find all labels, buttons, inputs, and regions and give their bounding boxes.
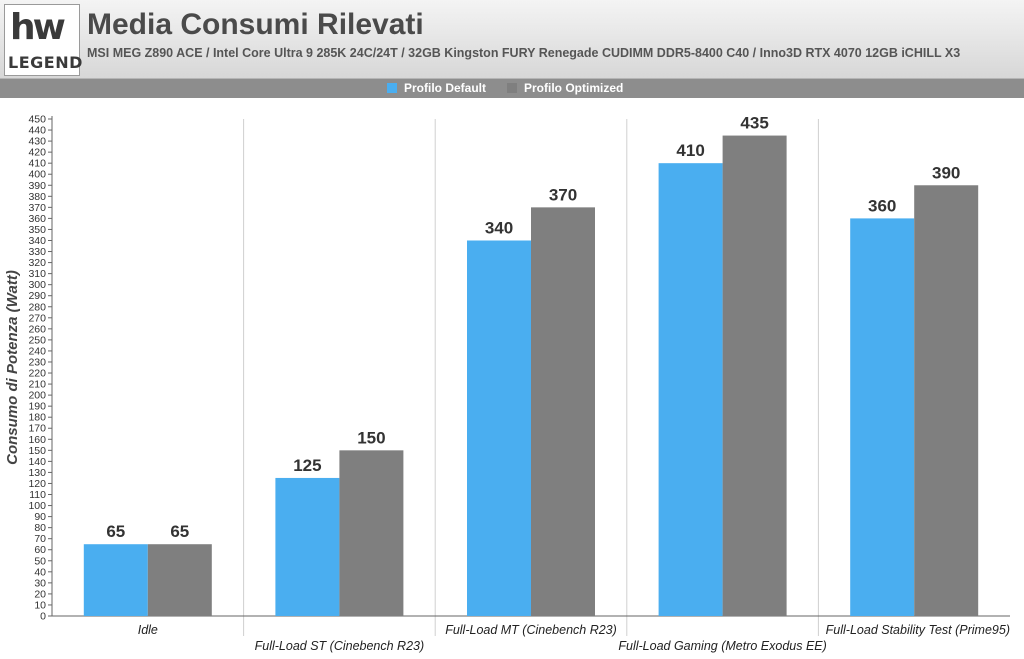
y-tick-label: 50: [34, 555, 46, 567]
y-tick-label: 210: [28, 379, 46, 391]
bar-optimized: [531, 207, 595, 616]
y-tick-label: 150: [28, 445, 46, 457]
y-tick-label: 400: [28, 169, 46, 181]
chart-header: hw LEGEND Media Consumi Rilevati MSI MEG…: [0, 0, 1024, 79]
bar-value-label: 390: [932, 163, 960, 182]
y-tick-label: 250: [28, 334, 46, 346]
bar-value-label: 360: [868, 196, 896, 215]
y-tick-label: 110: [29, 489, 46, 501]
y-tick-label: 170: [28, 423, 46, 435]
chart-title: Media Consumi Rilevati: [87, 8, 424, 41]
y-tick-label: 60: [34, 544, 46, 556]
y-tick-label: 300: [28, 279, 46, 291]
bar-default: [850, 218, 915, 616]
y-tick-label: 290: [28, 290, 46, 302]
x-category-label: Full-Load Gaming (Metro Exodus EE): [618, 639, 826, 653]
bar-optimized: [147, 544, 212, 616]
legend-swatch-optimized: [507, 83, 517, 93]
y-tick-label: 320: [28, 257, 46, 269]
y-tick-label: 220: [28, 368, 46, 380]
chart-subtitle: MSI MEG Z890 ACE / Intel Core Ultra 9 28…: [87, 46, 961, 60]
bar-default: [658, 163, 723, 616]
y-tick-label: 370: [28, 202, 46, 214]
y-tick-label: 340: [28, 235, 46, 247]
logo-text: LEGEND: [8, 53, 83, 72]
y-tick-label: 280: [28, 301, 46, 313]
y-tick-label: 30: [34, 577, 46, 589]
bar-value-label: 125: [293, 456, 321, 475]
bar-value-label: 410: [676, 141, 704, 160]
bar-optimized: [339, 450, 404, 616]
y-tick-label: 120: [28, 478, 46, 490]
bar-value-label: 150: [357, 428, 385, 447]
y-tick-label: 0: [40, 611, 46, 623]
y-tick-label: 260: [28, 323, 46, 335]
y-tick-label: 410: [28, 158, 46, 170]
bar-value-label: 65: [106, 522, 125, 541]
y-tick-label: 70: [34, 533, 46, 545]
y-tick-label: 180: [28, 412, 46, 424]
y-tick-label: 130: [28, 467, 46, 479]
y-axis-label: Consumo di Potenza (Watt): [4, 270, 21, 465]
bar-value-label: 340: [485, 218, 513, 237]
y-tick-label: 200: [28, 390, 46, 402]
y-tick-label: 390: [28, 180, 46, 192]
x-category-label: Full-Load ST (Cinebench R23): [255, 639, 425, 653]
y-tick-label: 10: [34, 599, 46, 611]
x-category-label: Full-Load MT (Cinebench R23): [445, 623, 617, 637]
legend-item-default: Profilo Default: [387, 81, 486, 95]
y-tick-label: 160: [28, 434, 46, 446]
y-tick-label: 430: [28, 136, 46, 148]
legend-item-optimized: Profilo Optimized: [507, 81, 623, 95]
y-tick-label: 230: [28, 356, 46, 368]
bar-optimized: [722, 135, 787, 617]
y-tick-label: 360: [28, 213, 46, 225]
bar-chart: 0102030405060708090100110120130140150160…: [4, 114, 1010, 653]
y-tick-label: 20: [34, 588, 46, 600]
bar-default: [467, 240, 531, 616]
bar-default: [83, 544, 148, 616]
y-tick-label: 350: [28, 224, 46, 236]
bar-default: [275, 477, 340, 616]
bar-value-label: 435: [740, 114, 768, 133]
x-category-label: Idle: [138, 623, 158, 637]
y-tick-label: 380: [28, 191, 46, 203]
y-tick-label: 100: [28, 500, 46, 512]
y-tick-label: 80: [34, 522, 46, 534]
site-logo: hw LEGEND: [4, 4, 83, 76]
y-tick-label: 40: [34, 566, 46, 578]
y-tick-label: 140: [28, 456, 46, 468]
y-tick-label: 420: [28, 147, 46, 159]
y-tick-label: 190: [28, 401, 46, 413]
y-tick-label: 90: [34, 511, 46, 523]
bar-optimized: [914, 185, 979, 616]
x-category-label: Full-Load Stability Test (Prime95): [826, 623, 1010, 637]
y-tick-label: 240: [28, 345, 46, 357]
y-tick-label: 450: [28, 114, 46, 126]
y-tick-label: 310: [28, 268, 46, 280]
legend-label-optimized: Profilo Optimized: [524, 81, 624, 95]
logo-mark: hw: [10, 7, 66, 48]
y-tick-label: 330: [28, 246, 46, 258]
y-tick-label: 270: [28, 312, 46, 324]
legend: Profilo Default Profilo Optimized: [0, 79, 1024, 98]
legend-label-default: Profilo Default: [404, 81, 487, 95]
bar-value-label: 65: [170, 522, 189, 541]
bar-value-label: 370: [549, 185, 577, 204]
legend-swatch-default: [387, 83, 397, 93]
y-tick-label: 440: [28, 125, 46, 137]
